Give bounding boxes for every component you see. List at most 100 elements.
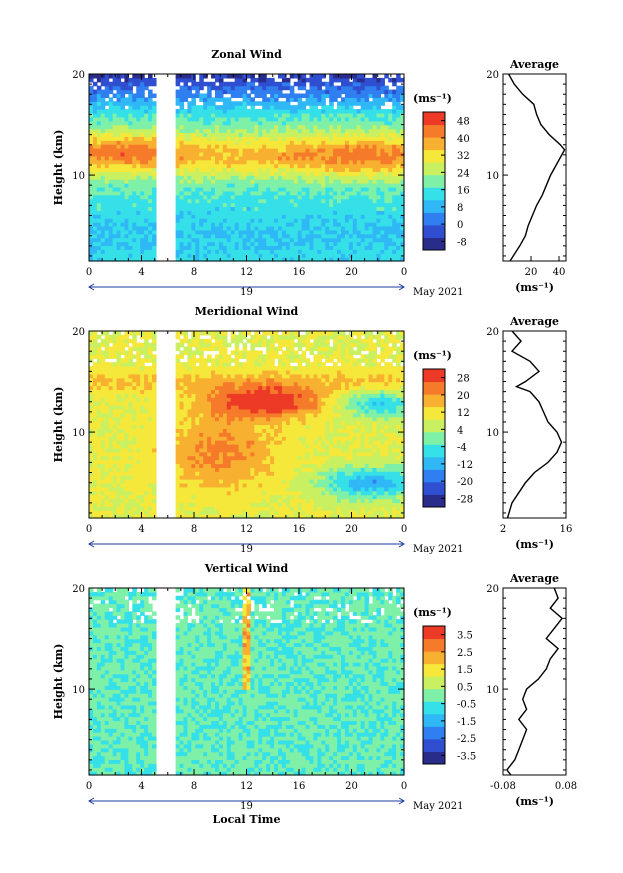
heatmap-cell [132,214,137,219]
heatmap-cell [254,101,259,106]
x-tick-label: 0 [401,267,407,278]
heatmap-cell [396,253,401,258]
heatmap-cell [274,148,279,153]
heatmap-cell [270,233,275,239]
heatmap-cell [92,74,98,79]
heatmap-cell [179,381,185,387]
heatmap-cell [321,245,326,250]
heatmap-cell [250,175,255,180]
heatmap-cell [199,405,204,410]
heatmap-cell [211,428,216,433]
heatmap-cell [258,218,263,223]
heatmap-cell [108,210,114,215]
heatmap-cell [148,237,153,243]
heatmap-cell [344,128,350,134]
heatmap-cell [120,222,126,227]
heatmap-cell [207,249,212,254]
heatmap-cell [376,171,381,176]
heatmap-cell [211,101,216,106]
heatmap-cell [112,163,118,169]
heatmap-cell [215,373,220,379]
heatmap-cell [356,237,362,243]
heatmap-cell [317,206,322,211]
heatmap-cell [246,151,252,157]
heatmap-cell [384,218,389,223]
heatmap-cell [321,112,326,118]
heatmap-cell [132,97,137,102]
heatmap-cell [104,471,110,476]
heatmap-cell [152,373,157,379]
heatmap-cell [100,385,106,391]
heatmap-cell [274,253,279,258]
heatmap-cell [108,202,114,208]
heatmap-cell [274,105,279,110]
heatmap-cell [124,436,129,441]
heatmap-cell [376,253,381,258]
heatmap-cell [112,494,118,500]
heatmap-cell [152,206,157,211]
heatmap-cell [183,510,189,515]
heatmap-cell [175,214,181,219]
heatmap-cell [348,128,354,134]
heatmap-cell [285,186,291,192]
heatmap-cell [104,229,110,235]
heatmap-cell [222,190,228,196]
heatmap-cell [148,249,153,254]
heatmap-cell [215,206,220,211]
heatmap-cell [321,210,326,215]
heatmap-cell [226,159,232,165]
heatmap-cell [215,222,220,227]
heatmap-cell [140,225,145,231]
heatmap-cell [305,249,311,254]
heatmap-cell [211,225,216,231]
heatmap-cell [218,393,224,398]
heatmap-cell [356,210,362,215]
heatmap-cell [254,89,259,95]
heatmap-cell [360,163,366,169]
heatmap-cell [344,218,350,223]
heatmap-cell [289,171,295,176]
heatmap-cell [285,148,291,153]
heatmap-cell [234,237,240,243]
heatmap-cell [100,120,106,126]
heatmap-cell [175,101,181,106]
heatmap-cell [321,183,326,188]
heatmap-cell [333,175,338,180]
heatmap-cell [250,241,255,247]
heatmap-cell [132,428,137,433]
heatmap-cell [226,74,232,79]
heatmap-cell [384,179,389,184]
heatmap-cell [372,249,378,254]
heatmap-cell [329,229,334,235]
heatmap-cell [218,229,224,235]
heatmap-cell [148,405,153,410]
heatmap-cell [120,424,126,429]
heatmap-cell [175,241,181,247]
heatmap-cell [179,389,185,394]
heatmap-cell [226,97,232,102]
heatmap-cell [364,97,370,102]
heatmap-cell [195,85,200,91]
heatmap-cell [187,77,192,83]
heatmap-cell [144,163,149,169]
heatmap-cell [108,167,114,172]
heatmap-cell [333,194,338,200]
heatmap-cell [124,471,129,476]
heatmap-cell [222,120,228,126]
heatmap-cell [301,128,307,134]
heatmap-cell [92,241,98,247]
heatmap-cell [128,214,133,219]
heatmap-cell [293,183,299,188]
heatmap-cell [104,432,110,437]
heatmap-cell [148,451,153,457]
heatmap-cell [360,109,366,114]
heatmap-cell [128,241,133,247]
heatmap-cell [203,342,208,348]
heatmap-cell [136,381,141,387]
heatmap-cell [222,128,228,134]
heatmap-cell [230,155,236,161]
heatmap-cell [392,105,397,110]
heatmap-cell [89,198,94,204]
heatmap-cell [179,128,185,134]
heatmap-cell [120,183,126,188]
